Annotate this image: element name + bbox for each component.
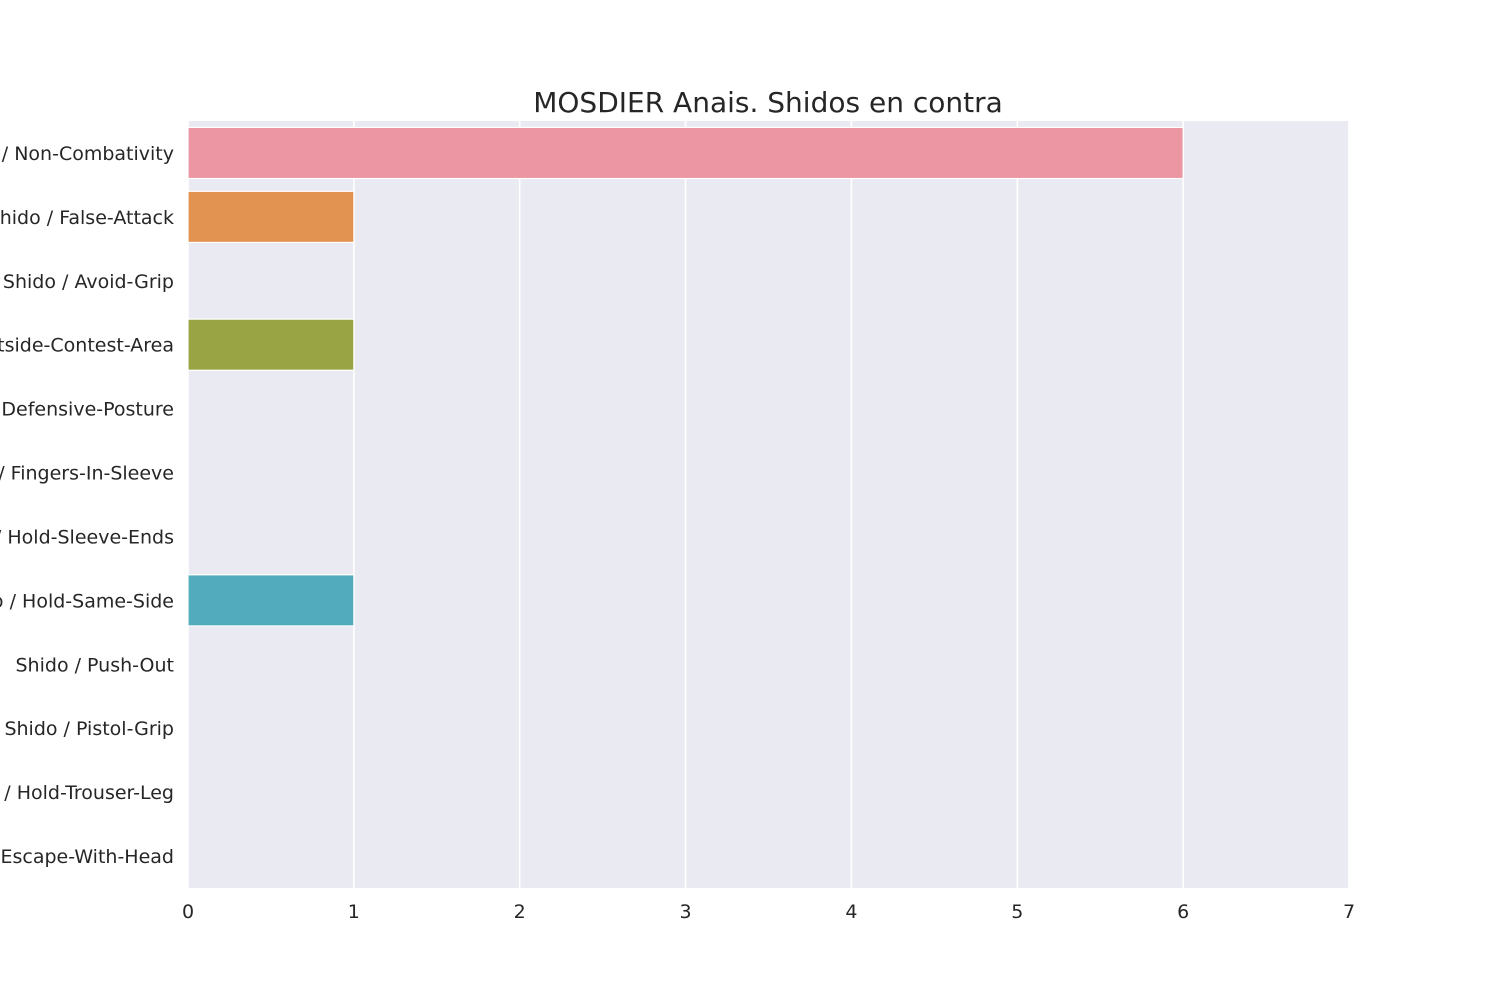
x-tick-label: 2 xyxy=(514,901,526,923)
x-tick-label: 5 xyxy=(1011,901,1023,923)
x-tick-label: 0 xyxy=(182,901,194,923)
y-tick-label: Shido / Avoid-Grip xyxy=(3,271,174,293)
y-tick-label: Shido / False-Attack xyxy=(0,207,174,229)
bar xyxy=(187,318,355,371)
y-tick-label: Shido / Pistol-Grip xyxy=(4,718,174,740)
y-tick-label: Shido / Non-Combativity xyxy=(0,143,174,165)
y-tick-label: Shido / Fingers-In-Sleeve xyxy=(0,463,174,485)
x-tick-label: 7 xyxy=(1343,901,1355,923)
x-tick-label: 4 xyxy=(845,901,857,923)
y-tick-label: Shido / Escape-With-Head xyxy=(0,846,174,868)
x-tick-label: 1 xyxy=(348,901,360,923)
y-tick-label: Shido / Hold-Sleeve-Ends xyxy=(0,526,174,548)
y-axis-ticks: Shido / Non-Combativity Shido / False-Att… xyxy=(0,143,174,868)
y-tick-label: Shido / Push-Out xyxy=(16,654,175,676)
bar xyxy=(187,574,355,627)
y-tick-label: Shido / Defensive-Posture xyxy=(0,399,174,421)
chart-title: MOSDIER Anais. Shidos en contra xyxy=(533,86,1003,119)
y-tick-label: Shido / Hold-Trouser-Leg xyxy=(0,782,174,804)
x-tick-label: 3 xyxy=(680,901,692,923)
grid-lines xyxy=(187,121,1350,888)
x-axis-ticks: 0 1 2 3 4 5 6 7 xyxy=(182,901,1355,923)
x-tick-label: 6 xyxy=(1177,901,1189,923)
bars xyxy=(187,126,1184,627)
y-tick-label: Shido / Outside-Contest-Area xyxy=(0,335,174,357)
y-tick-label: Shido / Hold-Same-Side xyxy=(0,590,174,612)
plot-area xyxy=(188,121,1349,888)
bar xyxy=(187,126,1184,180)
bar xyxy=(187,190,355,244)
